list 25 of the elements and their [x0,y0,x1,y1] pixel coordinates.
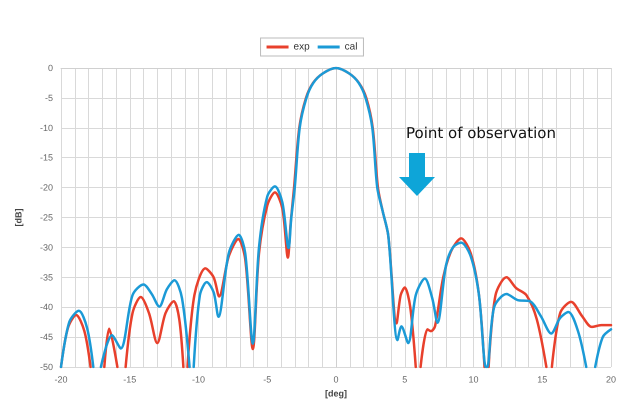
y-tick-label: -35 [40,272,53,282]
x-tick-label: 5 [402,374,408,384]
y-tick-label: -20 [40,182,53,193]
y-tick-label: -45 [40,332,53,342]
x-tick-label: -5 [263,374,272,384]
x-tick-label: 20 [606,374,616,384]
y-tick-label: -30 [40,242,53,252]
legend-label: cal [344,42,358,52]
x-tick-label: -15 [123,374,136,384]
annotation: Point of observation [406,124,556,142]
y-tick-label: -50 [40,362,53,372]
y-tick-label: -10 [40,122,53,133]
x-tick-label: -10 [192,374,206,384]
y-tick-label: 0 [48,63,53,73]
y-tick-label: -25 [40,212,53,222]
x-tick-label: 10 [468,374,479,384]
y-tick-label: -40 [40,302,53,312]
x-tick-label: 15 [537,374,548,384]
x-axis-title: [deg] [325,388,347,398]
legend-label: exp [294,42,310,52]
y-tick-label: -15 [40,152,53,163]
x-tick-label: -20 [54,374,68,384]
x-tick-label: 0 [333,374,339,384]
y-axis-title: [dB] [14,208,24,226]
y-tick-label: -5 [44,92,53,103]
